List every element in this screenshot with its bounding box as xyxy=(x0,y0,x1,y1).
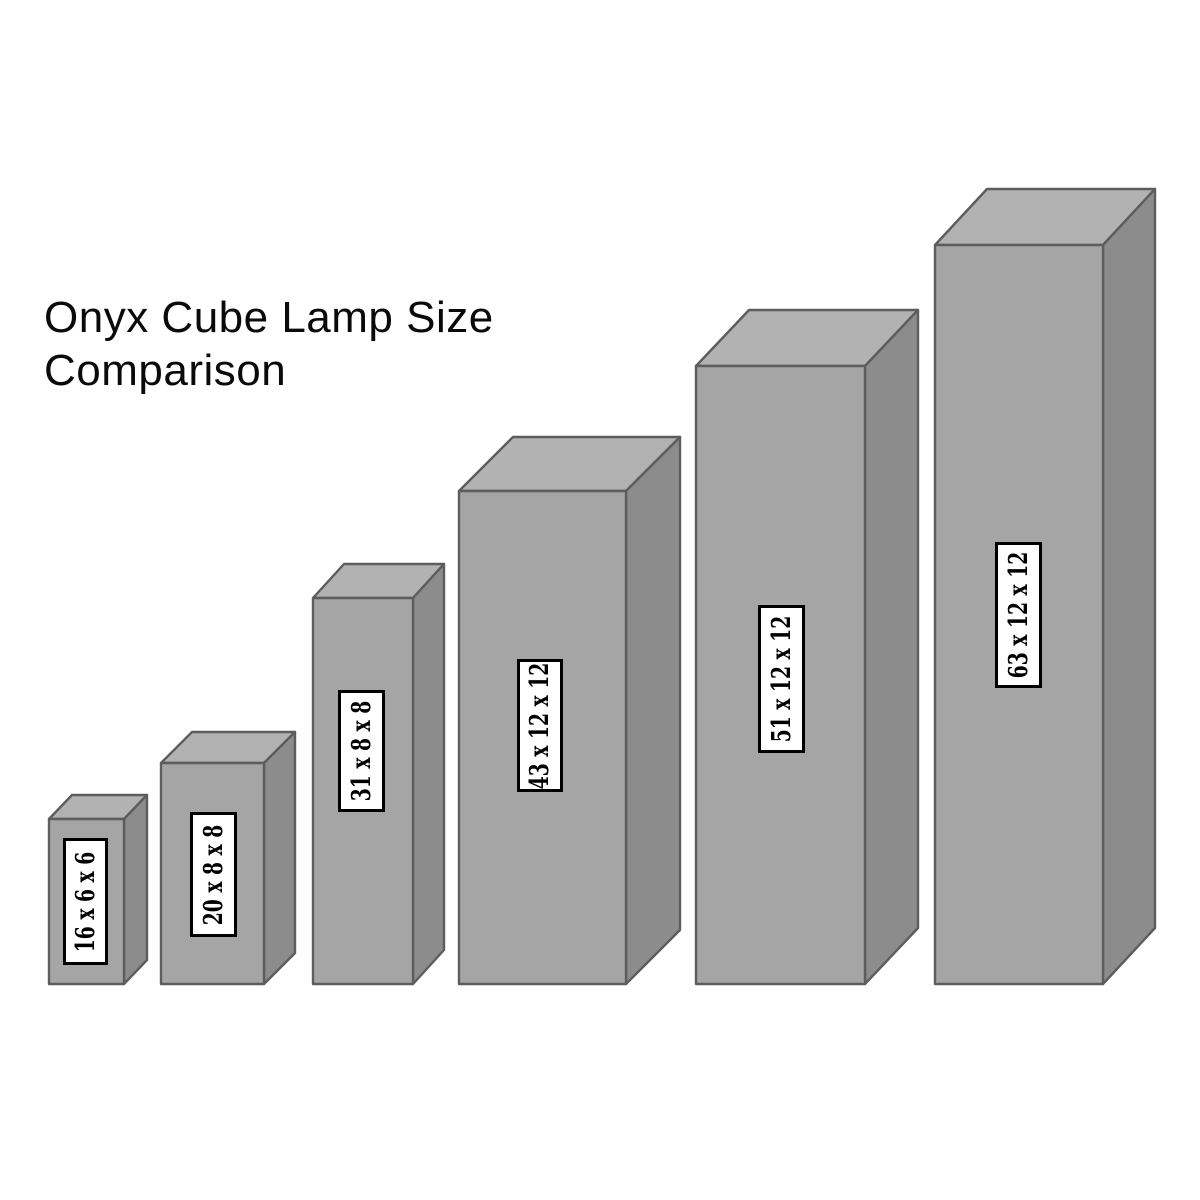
size-label-text: 16 x 6 x 6 xyxy=(70,851,101,952)
size-label-63x12x12: 63 x 12 x 12 xyxy=(995,542,1042,688)
size-label-text: 31 x 8 x 8 xyxy=(346,700,377,802)
box-side-face xyxy=(863,308,920,986)
size-label-text: 20 x 8 x 8 xyxy=(198,824,229,925)
lamp-box-51x12x12 xyxy=(694,308,920,986)
figure-title: Onyx Cube Lamp Size Comparison xyxy=(44,291,494,397)
box-side-face xyxy=(262,730,297,986)
size-label-43x12x12: 43 x 12 x 12 xyxy=(517,659,563,792)
box-side-face xyxy=(1101,187,1157,986)
size-label-20x8x8: 20 x 8 x 8 xyxy=(190,812,237,937)
lamp-box-43x12x12 xyxy=(457,435,682,986)
size-label-16x6x6: 16 x 6 x 6 xyxy=(63,838,108,965)
box-side-face xyxy=(411,562,446,986)
lamp-box-63x12x12 xyxy=(933,187,1157,986)
size-label-text: 51 x 12 x 12 xyxy=(766,615,797,743)
size-label-text: 43 x 12 x 12 xyxy=(525,662,556,789)
size-label-51x12x12: 51 x 12 x 12 xyxy=(758,605,805,753)
size-label-text: 63 x 12 x 12 xyxy=(1003,551,1034,679)
figure-title-line-1: Onyx Cube Lamp Size xyxy=(44,293,494,342)
box-side-face xyxy=(122,793,149,986)
figure-title-line-2: Comparison xyxy=(44,346,287,395)
box-side-face xyxy=(624,435,682,986)
size-label-31x8x8: 31 x 8 x 8 xyxy=(338,690,385,812)
